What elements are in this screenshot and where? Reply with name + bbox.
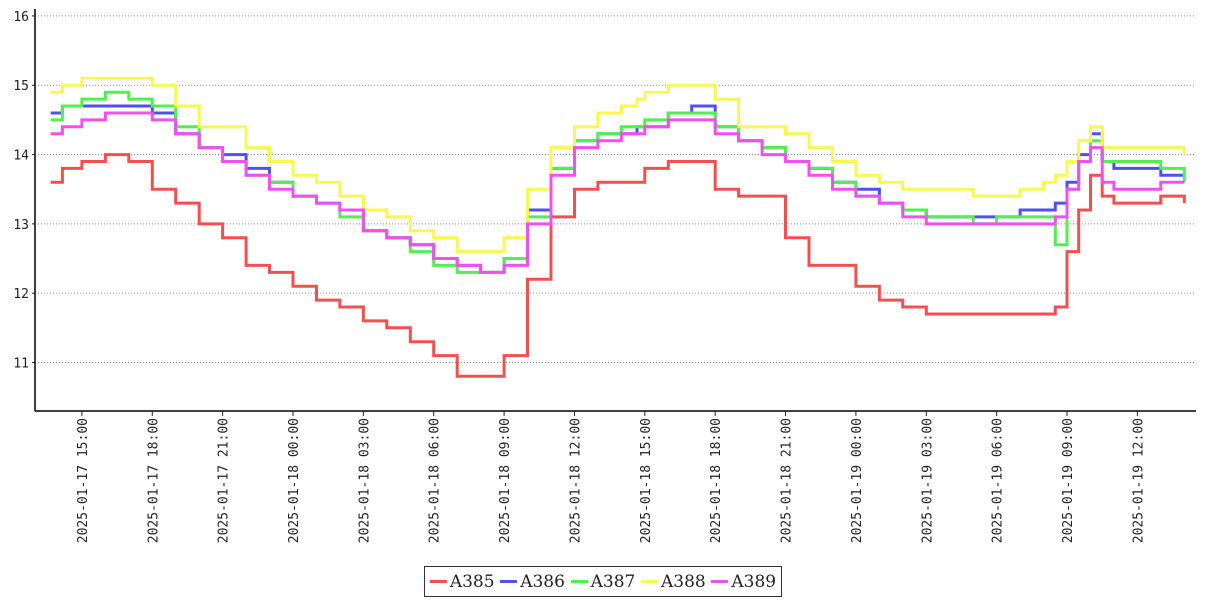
legend-swatch <box>641 580 658 583</box>
series-line-a386 <box>50 104 1185 274</box>
legend-label: A386 <box>520 571 565 592</box>
legend-item-a389: A389 <box>711 572 776 592</box>
legend-label: A385 <box>449 571 495 592</box>
x-tick-label: 2025-01-19 09:00 <box>1061 418 1076 543</box>
y-tick-label: 13 <box>13 218 29 233</box>
x-tick-label: 2025-01-18 09:00 <box>498 418 513 543</box>
series-line-a389 <box>50 111 1185 274</box>
legend: A385 A386 A387 A388 A389 <box>424 566 782 597</box>
y-tick-label: 12 <box>13 287 29 302</box>
x-tick-label: 2025-01-18 15:00 <box>639 418 654 543</box>
x-tick-label: 2025-01-19 00:00 <box>850 418 865 543</box>
legend-item-a385: A385 <box>429 571 495 592</box>
x-axis-ticks: 2025-01-17 15:00 2025-01-17 18:00 2025-01-… <box>76 411 1146 543</box>
y-tick-label: 14 <box>13 149 29 164</box>
legend-swatch <box>500 580 518 583</box>
y-tick-label: 11 <box>13 356 29 371</box>
y-tick-label: 15 <box>13 79 29 94</box>
legend-item-a387: A387 <box>570 571 636 592</box>
x-tick-label: 2025-01-18 18:00 <box>709 418 724 543</box>
legend-swatch <box>570 580 588 583</box>
x-tick-label: 2025-01-17 21:00 <box>217 418 232 543</box>
x-tick-label: 2025-01-18 12:00 <box>569 418 584 543</box>
x-tick-label: 2025-01-19 06:00 <box>991 418 1006 543</box>
x-tick-label: 2025-01-18 03:00 <box>357 418 372 543</box>
y-axis-ticks: 11 12 13 14 15 16 <box>13 10 35 371</box>
legend-label: A389 <box>731 571 777 592</box>
x-tick-label: 2025-01-18 06:00 <box>428 418 443 543</box>
legend-label: A387 <box>590 571 636 592</box>
y-tick-label: 16 <box>13 10 29 25</box>
legend-item-a388: A388 <box>641 572 706 592</box>
series-lines <box>50 76 1186 378</box>
legend-label: A388 <box>661 571 706 592</box>
series-line-a388 <box>50 76 1186 254</box>
legend-item-a386: A386 <box>500 572 565 592</box>
x-tick-label: 2025-01-18 00:00 <box>287 418 302 543</box>
series-line-a385 <box>50 153 1186 378</box>
x-tick-label: 2025-01-17 15:00 <box>76 418 91 543</box>
x-tick-label: 2025-01-17 18:00 <box>146 418 161 543</box>
x-tick-label: 2025-01-18 21:00 <box>780 418 795 543</box>
x-tick-label: 2025-01-19 12:00 <box>1131 418 1146 543</box>
x-tick-label: 2025-01-19 03:00 <box>920 418 935 543</box>
axes <box>34 9 1196 412</box>
legend-swatch <box>711 580 729 583</box>
legend-swatch <box>429 580 447 583</box>
